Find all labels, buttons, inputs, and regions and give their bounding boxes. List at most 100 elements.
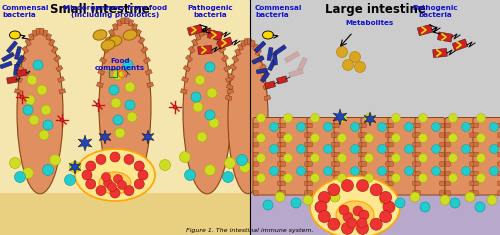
- FancyBboxPatch shape: [16, 77, 22, 82]
- FancyBboxPatch shape: [470, 142, 474, 147]
- Circle shape: [118, 180, 126, 189]
- Text: Commensal
bacteria: Commensal bacteria: [2, 5, 50, 18]
- FancyBboxPatch shape: [389, 142, 393, 147]
- Circle shape: [310, 173, 320, 183]
- FancyBboxPatch shape: [498, 191, 500, 195]
- FancyBboxPatch shape: [445, 118, 475, 195]
- FancyBboxPatch shape: [180, 89, 187, 94]
- Circle shape: [339, 205, 349, 215]
- FancyBboxPatch shape: [470, 133, 474, 137]
- FancyBboxPatch shape: [415, 118, 445, 195]
- FancyBboxPatch shape: [416, 152, 420, 157]
- Circle shape: [270, 145, 278, 153]
- Circle shape: [284, 173, 292, 183]
- FancyBboxPatch shape: [16, 55, 24, 67]
- FancyBboxPatch shape: [474, 142, 478, 147]
- FancyBboxPatch shape: [361, 118, 391, 195]
- FancyBboxPatch shape: [32, 30, 38, 36]
- Circle shape: [350, 145, 360, 153]
- Circle shape: [370, 218, 382, 230]
- FancyBboxPatch shape: [52, 46, 58, 53]
- Circle shape: [392, 133, 400, 142]
- FancyBboxPatch shape: [362, 181, 366, 186]
- FancyBboxPatch shape: [2, 52, 15, 62]
- FancyBboxPatch shape: [226, 77, 232, 82]
- FancyBboxPatch shape: [474, 152, 478, 157]
- Circle shape: [114, 175, 122, 184]
- Circle shape: [160, 160, 170, 171]
- FancyBboxPatch shape: [36, 28, 40, 34]
- FancyBboxPatch shape: [413, 181, 417, 186]
- FancyBboxPatch shape: [227, 89, 234, 94]
- FancyBboxPatch shape: [216, 39, 222, 46]
- FancyBboxPatch shape: [14, 64, 18, 76]
- Polygon shape: [250, 78, 500, 193]
- Circle shape: [356, 223, 368, 235]
- FancyBboxPatch shape: [262, 73, 268, 80]
- FancyBboxPatch shape: [446, 162, 450, 166]
- Ellipse shape: [262, 31, 274, 39]
- FancyBboxPatch shape: [386, 172, 390, 176]
- FancyBboxPatch shape: [305, 152, 309, 157]
- FancyBboxPatch shape: [440, 162, 444, 166]
- Text: Small intestine: Small intestine: [50, 3, 150, 16]
- Circle shape: [23, 105, 33, 115]
- FancyBboxPatch shape: [281, 162, 285, 166]
- Circle shape: [410, 192, 420, 202]
- Circle shape: [33, 60, 43, 70]
- Circle shape: [60, 118, 64, 122]
- FancyBboxPatch shape: [112, 24, 118, 30]
- Circle shape: [476, 114, 486, 122]
- FancyBboxPatch shape: [254, 191, 258, 195]
- Circle shape: [109, 85, 119, 95]
- FancyBboxPatch shape: [305, 123, 309, 128]
- FancyBboxPatch shape: [56, 65, 63, 72]
- FancyBboxPatch shape: [102, 47, 109, 53]
- Ellipse shape: [75, 149, 155, 201]
- FancyBboxPatch shape: [244, 39, 248, 45]
- FancyBboxPatch shape: [147, 82, 154, 87]
- FancyBboxPatch shape: [335, 181, 339, 186]
- FancyBboxPatch shape: [418, 24, 432, 35]
- Circle shape: [138, 170, 148, 180]
- FancyBboxPatch shape: [335, 142, 339, 147]
- FancyBboxPatch shape: [58, 77, 64, 82]
- FancyBboxPatch shape: [272, 53, 278, 65]
- Ellipse shape: [228, 41, 268, 194]
- Circle shape: [256, 153, 266, 162]
- FancyBboxPatch shape: [359, 133, 363, 137]
- Circle shape: [324, 122, 332, 132]
- FancyBboxPatch shape: [362, 142, 366, 147]
- Ellipse shape: [183, 31, 231, 194]
- FancyBboxPatch shape: [289, 69, 303, 77]
- Ellipse shape: [123, 30, 137, 40]
- Circle shape: [338, 153, 346, 162]
- Circle shape: [330, 192, 340, 202]
- FancyBboxPatch shape: [256, 68, 268, 74]
- FancyBboxPatch shape: [146, 69, 152, 75]
- FancyBboxPatch shape: [278, 152, 282, 157]
- Circle shape: [64, 175, 76, 185]
- Circle shape: [205, 110, 215, 120]
- Circle shape: [465, 192, 475, 202]
- FancyBboxPatch shape: [248, 39, 252, 45]
- Circle shape: [256, 133, 266, 142]
- FancyBboxPatch shape: [17, 65, 24, 72]
- Circle shape: [380, 192, 392, 204]
- FancyBboxPatch shape: [281, 142, 285, 147]
- Circle shape: [432, 122, 440, 132]
- Circle shape: [364, 114, 374, 122]
- Circle shape: [70, 161, 80, 172]
- Circle shape: [315, 202, 325, 212]
- FancyBboxPatch shape: [335, 152, 339, 157]
- Circle shape: [50, 154, 60, 165]
- FancyBboxPatch shape: [470, 152, 474, 157]
- FancyBboxPatch shape: [305, 191, 309, 195]
- Circle shape: [110, 188, 120, 198]
- FancyBboxPatch shape: [446, 142, 450, 147]
- Ellipse shape: [99, 21, 151, 194]
- Circle shape: [350, 167, 360, 176]
- Circle shape: [359, 210, 369, 220]
- Circle shape: [263, 200, 273, 210]
- Circle shape: [418, 173, 428, 183]
